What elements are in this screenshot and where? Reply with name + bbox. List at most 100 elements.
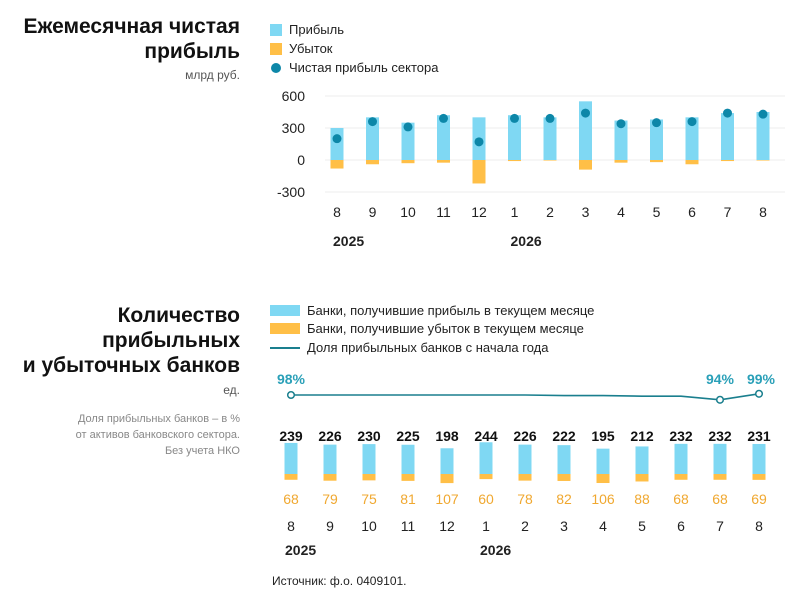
net-profit-point: [439, 113, 448, 123]
y-tick-label: 600: [282, 88, 306, 104]
loss-bar: [437, 160, 450, 163]
year-label: 2025: [285, 542, 316, 558]
profit-banks-bar: [713, 443, 727, 474]
share-point: [715, 395, 725, 404]
net-profit-point: [510, 113, 519, 123]
profit-banks-bar: [401, 444, 415, 474]
share-point: [286, 390, 296, 400]
profit-bar: [650, 119, 663, 160]
legend-loss-banks-swatch: [270, 323, 300, 334]
net-profit-point: [723, 108, 732, 118]
legend-profit-label: Прибыль: [289, 22, 344, 37]
loss-bar: [543, 160, 557, 161]
profit-banks-value: 198: [435, 428, 459, 444]
profit-banks-bar: [323, 444, 337, 474]
loss-bar: [756, 160, 770, 161]
banks-chart-title-line1: Количество: [117, 304, 240, 327]
loss-bar: [508, 160, 521, 162]
loss-banks-value: 107: [435, 491, 459, 507]
source-note: Источник: ф.о. 0409101.: [272, 574, 407, 588]
loss-banks-value: 69: [751, 491, 767, 507]
x-tick-label: 8: [755, 518, 763, 534]
loss-banks-value: 79: [322, 491, 338, 507]
x-tick-label: 2: [546, 204, 554, 220]
profit-banks-bar: [479, 442, 493, 474]
year-label: 2025: [333, 233, 364, 249]
legend-loss-banks: Банки, получившие убыток в текущем месяц…: [270, 321, 584, 336]
loss-banks-value: 81: [400, 491, 416, 507]
profit-banks-value: 195: [591, 428, 615, 444]
profit-bar: [756, 112, 770, 160]
loss-banks-bar: [752, 474, 766, 480]
x-tick-label: 9: [369, 204, 377, 220]
x-tick-label: 4: [599, 518, 607, 534]
y-tick-label: 300: [282, 120, 306, 136]
loss-banks-value: 78: [517, 491, 533, 507]
profit-bar: [508, 115, 521, 160]
loss-banks-value: 106: [591, 491, 615, 507]
profit-bar: [721, 113, 734, 160]
loss-bar: [366, 160, 379, 165]
x-tick-label: 3: [560, 518, 568, 534]
x-tick-label: 7: [724, 204, 732, 220]
profit-bar: [543, 117, 557, 160]
x-tick-label: 1: [511, 204, 519, 220]
loss-banks-bar: [440, 474, 454, 484]
profit-banks-bar: [635, 446, 649, 474]
legend-share-label: Доля прибыльных банков с начала года: [307, 340, 549, 355]
loss-banks-bar: [401, 474, 415, 481]
profit-banks-value: 232: [708, 428, 732, 444]
loss-banks-bar: [674, 474, 688, 480]
profit-banks-value: 232: [669, 428, 693, 444]
legend-loss-banks-label: Банки, получившие убыток в текущем месяц…: [307, 321, 584, 336]
x-tick-label: 8: [287, 518, 295, 534]
x-tick-label: 9: [326, 518, 334, 534]
profit-chart-title-line1: Ежемесячная чистая: [23, 15, 240, 38]
legend-profit-swatch: [270, 23, 282, 36]
x-tick-label: 7: [716, 518, 724, 534]
profit-banks-bar: [674, 443, 688, 474]
x-tick-label: 4: [617, 204, 625, 220]
x-tick-label: 6: [688, 204, 696, 220]
x-tick-label: 5: [653, 204, 661, 220]
profit-banks-value: 212: [630, 428, 654, 444]
profit-banks-bar: [284, 442, 298, 474]
loss-banks-bar: [557, 474, 571, 481]
profit-bar: [401, 122, 415, 160]
profit-chart-title-line2: прибыль: [144, 40, 240, 63]
loss-bar: [614, 160, 628, 163]
loss-banks-value: 68: [712, 491, 728, 507]
x-tick-label: 3: [582, 204, 590, 220]
x-tick-label: 11: [401, 518, 416, 534]
profit-chart-title: Ежемесячная чистая прибыль: [23, 14, 240, 64]
legend-profit-banks-label: Банки, получившие прибыль в текущем меся…: [307, 303, 595, 318]
legend-profit-banks-swatch: [270, 305, 300, 316]
share-label: 98%: [277, 371, 306, 387]
legend-profit: Прибыль: [270, 22, 344, 37]
net-profit-point: [332, 134, 342, 144]
profit-banks-value: 244: [474, 428, 498, 444]
legend-net-label: Чистая прибыль сектора: [289, 60, 439, 75]
net-profit-point: [474, 137, 484, 147]
loss-banks-bar: [362, 474, 376, 481]
net-profit-point: [687, 117, 697, 127]
year-label: 2026: [480, 542, 511, 558]
legend-share-swatch: [270, 346, 300, 349]
profit-bar: [614, 120, 628, 160]
loss-bar: [330, 160, 344, 169]
loss-bar: [401, 160, 415, 164]
x-tick-label: 10: [361, 518, 377, 534]
profit-banks-value: 230: [357, 428, 381, 444]
legend-net: Чистая прибыль сектора: [270, 60, 438, 75]
profit-banks-value: 225: [396, 428, 420, 444]
profit-banks-value: 226: [513, 428, 537, 444]
x-tick-label: 2: [521, 518, 529, 534]
banks-chart-title-line2: прибыльных: [102, 329, 240, 352]
loss-banks-bar: [635, 474, 649, 482]
x-tick-label: 12: [471, 204, 487, 220]
loss-bar: [472, 160, 486, 184]
x-tick-label: 10: [400, 204, 416, 220]
profit-chart-unit: млрд руб.: [185, 68, 240, 82]
x-tick-label: 5: [638, 518, 646, 534]
